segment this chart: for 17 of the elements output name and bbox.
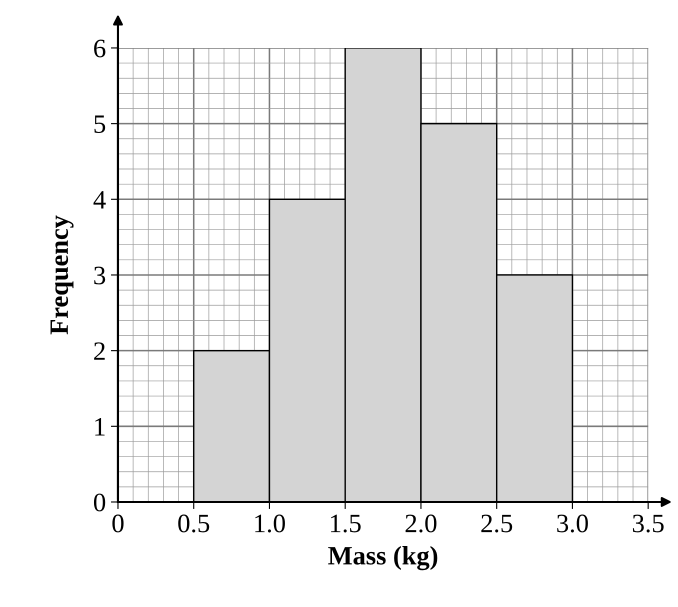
x-tick-label: 3.5	[632, 514, 664, 532]
y-tick-label: 6	[94, 40, 106, 58]
y-tick-label: 3	[94, 266, 106, 284]
x-tick-label: 0	[112, 514, 124, 532]
x-axis-title: Mass (kg)	[328, 546, 438, 570]
x-tick-label: 1.0	[255, 514, 285, 532]
x-tick-label: 3.0	[557, 514, 588, 532]
y-tick-label: 5	[94, 116, 106, 134]
x-tick-label: 2.0	[406, 514, 436, 532]
y-tick-label: 1	[95, 418, 105, 436]
x-tick-label: 2.5	[481, 514, 512, 532]
y-tick-label: 2	[94, 342, 105, 360]
y-tick-label: 4	[93, 191, 106, 208]
y-tick-label: 0	[94, 494, 106, 512]
y-axis-title: Frequency	[50, 215, 74, 334]
x-tick-label: 1.5	[331, 514, 361, 532]
x-tick-label: 0.5	[178, 514, 210, 532]
